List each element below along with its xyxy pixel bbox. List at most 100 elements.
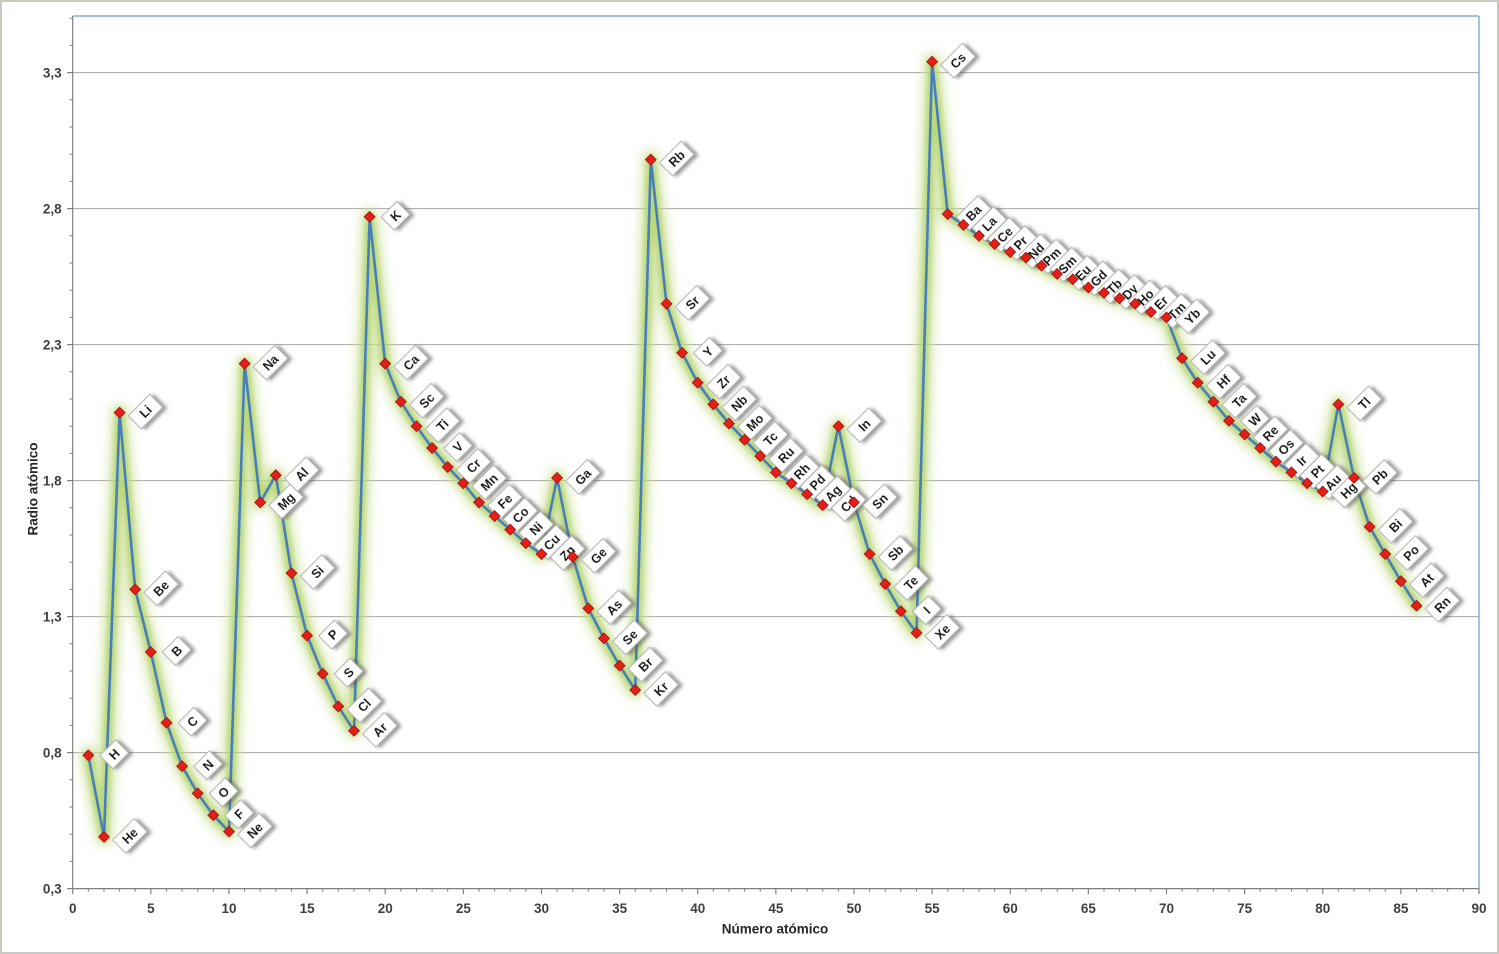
data-label-Fe[interactable]: Fe [486,483,523,520]
data-label-Ca[interactable]: Ca [393,344,430,381]
data-label-Nb[interactable]: Nb [721,385,758,422]
data-label-F[interactable]: F [224,799,255,830]
data-point-Ta[interactable] [1207,395,1220,408]
data-label-He[interactable]: He [111,817,148,854]
data-point-Sm[interactable] [1035,259,1048,272]
data-point-Tm[interactable] [1144,306,1157,318]
data-label-I[interactable]: I [911,595,942,626]
data-point-Co[interactable] [488,510,501,522]
data-point-Rn[interactable] [1410,599,1423,612]
data-point-Pb[interactable] [1348,471,1360,484]
data-point-O[interactable] [191,787,204,800]
data-label-Hf[interactable]: Hf [1205,363,1242,400]
data-point-N[interactable] [176,760,189,773]
data-label-Cs[interactable]: Cs [940,42,977,79]
data-label-Ti[interactable]: Ti [424,407,461,444]
data-label-Xe[interactable]: Xe [924,613,961,650]
data-point-Ho[interactable] [1113,292,1126,305]
data-label-Ne[interactable]: Ne [236,812,273,849]
x-tick-label-15[interactable]: 15 [300,901,316,916]
data-label-Tc[interactable]: Tc [752,420,789,457]
data-label-Zr[interactable]: Zr [705,363,742,400]
data-label-Rb[interactable]: Rb [658,140,695,177]
data-label-Mn[interactable]: Mn [471,464,508,501]
data-label-B[interactable]: B [161,635,192,667]
data-point-Ar[interactable] [348,724,360,737]
data-point-Rh[interactable] [769,466,782,479]
data-point-Re[interactable] [1238,428,1251,441]
x-tick-label-25[interactable]: 25 [456,901,472,916]
x-tick-label-40[interactable]: 40 [690,901,705,916]
data-point-Sn[interactable] [848,496,860,509]
x-tick-label-70[interactable]: 70 [1159,901,1174,916]
data-label-P[interactable]: P [317,619,349,650]
x-tick-label-30[interactable]: 30 [534,901,549,916]
data-point-He[interactable] [98,830,110,843]
data-point-Be[interactable] [129,583,142,596]
data-label-Y[interactable]: Y [692,336,724,367]
y-tick-label-2,3[interactable]: 2,3 [43,338,62,353]
data-point-Se[interactable] [598,632,610,645]
data-label-Te[interactable]: Te [893,564,930,601]
data-label-Sn[interactable]: Sn [861,483,898,520]
data-point-Cd[interactable] [816,499,829,512]
data-label-Li[interactable]: Li [127,393,164,430]
data-label-Ru[interactable]: Ru [768,437,805,474]
data-point-Ne[interactable] [223,825,235,838]
data-label-Mo[interactable]: Mo [736,404,773,441]
data-label-Si[interactable]: Si [299,554,336,591]
data-point-Sr[interactable] [660,297,673,310]
data-point-Gd[interactable] [1066,273,1079,286]
data-label-Re[interactable]: Re [1252,415,1289,452]
x-tick-label-55[interactable]: 55 [925,901,941,916]
data-point-Ge[interactable] [566,550,579,563]
data-point-Ag[interactable] [801,488,814,501]
data-point-Pm[interactable] [1019,251,1032,264]
data-point-S[interactable] [316,667,329,680]
data-point-Ir[interactable] [1269,455,1282,468]
data-label-Ga[interactable]: Ga [565,458,602,495]
data-label-Yb[interactable]: Yb [1174,298,1211,335]
data-label-Tl[interactable]: Tl [1346,385,1383,422]
data-point-Dy[interactable] [1098,286,1110,299]
data-point-Cu[interactable] [519,537,532,550]
data-point-Mn[interactable] [457,477,470,490]
data-point-F[interactable] [207,809,220,822]
data-point-Ba[interactable] [941,208,954,220]
data-point-In[interactable] [832,420,845,433]
data-point-Ru[interactable] [754,450,767,463]
data-point-As[interactable] [582,602,595,615]
x-tick-label-50[interactable]: 50 [846,901,861,916]
data-point-Pr[interactable] [988,238,1001,250]
x-tick-label-75[interactable]: 75 [1237,901,1253,916]
data-point-Au[interactable] [1301,477,1314,490]
data-label-As[interactable]: As [596,589,633,626]
data-label-Sc[interactable]: Sc [408,382,445,419]
data-point-V[interactable] [426,442,439,454]
data-label-Ar[interactable]: Ar [361,711,398,748]
y-tick-label-3,3[interactable]: 3,3 [43,66,62,81]
data-point-Eu[interactable] [1051,267,1064,280]
data-point-Bi[interactable] [1363,520,1376,533]
data-label-N[interactable]: N [192,750,224,781]
data-point-Po[interactable] [1379,548,1392,560]
data-point-Nb[interactable] [707,398,720,411]
data-point-Al[interactable] [269,469,282,482]
data-label-Ni[interactable]: Ni [518,510,555,547]
data-point-Er[interactable] [1129,297,1142,310]
data-point-Sc[interactable] [394,395,407,408]
data-label-S[interactable]: S [333,657,364,688]
y-tick-label-1,8[interactable]: 1,8 [43,474,62,489]
x-tick-label-60[interactable]: 60 [1003,901,1018,916]
data-point-Li[interactable] [113,406,126,419]
data-label-C[interactable]: C [177,706,208,737]
data-point-Ce[interactable] [973,229,985,242]
y-tick-label-0,8[interactable]: 0,8 [43,746,62,761]
data-point-C[interactable] [160,716,173,729]
data-label-V[interactable]: V [442,431,474,463]
data-point-Pd[interactable] [785,477,798,490]
y-tick-label-2,8[interactable]: 2,8 [43,202,62,217]
data-label-Rn[interactable]: Rn [1424,586,1461,623]
